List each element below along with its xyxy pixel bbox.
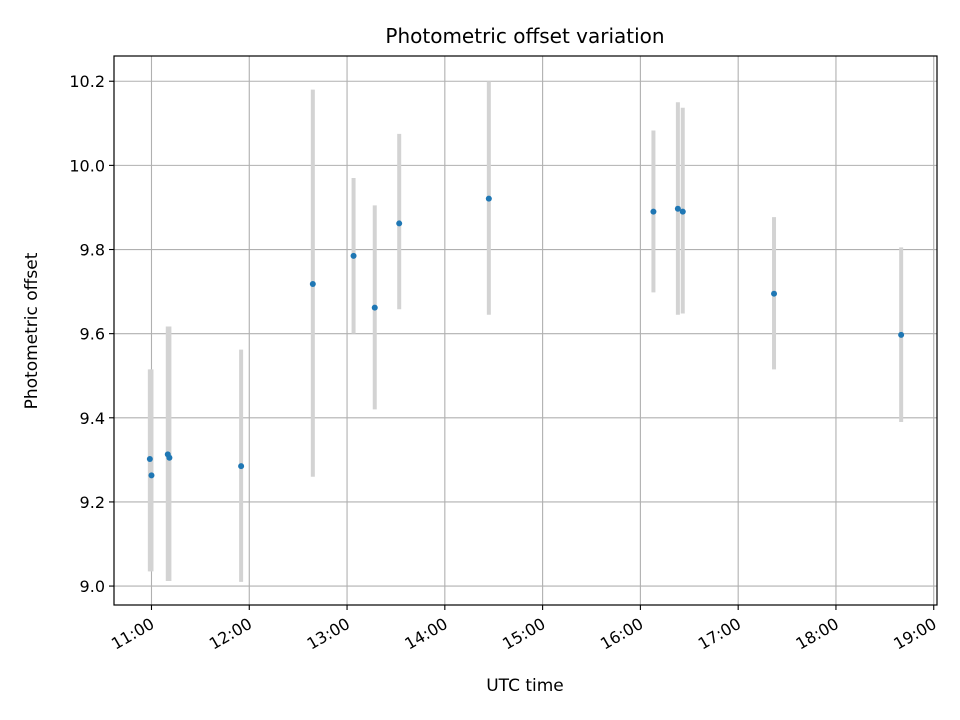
data-point xyxy=(771,290,778,297)
y-tick-label: 9.4 xyxy=(80,409,105,428)
data-point xyxy=(146,456,153,463)
data-point xyxy=(309,281,316,288)
data-point xyxy=(350,252,357,259)
data-point xyxy=(148,472,155,479)
y-tick-label: 9.8 xyxy=(80,241,105,260)
y-tick-label: 10.0 xyxy=(69,156,105,175)
grid xyxy=(114,56,937,605)
y-tick-label: 9.6 xyxy=(80,325,105,344)
data-point xyxy=(679,208,686,215)
y-tick-label: 9.0 xyxy=(80,577,105,596)
data-point xyxy=(396,220,403,227)
data-point xyxy=(238,463,245,470)
data-points xyxy=(146,195,905,479)
data-point xyxy=(166,454,173,461)
y-tick-label: 10.2 xyxy=(69,72,105,91)
data-point xyxy=(898,331,905,338)
data-point xyxy=(371,304,378,311)
chart-title: Photometric offset variation xyxy=(385,24,664,48)
x-axis-label: UTC time xyxy=(486,676,564,696)
data-point xyxy=(650,208,657,215)
y-axis-label: Photometric offset xyxy=(22,252,42,409)
data-point xyxy=(674,205,681,212)
y-tick-label: 9.2 xyxy=(80,493,105,512)
data-point xyxy=(485,195,492,202)
plot-frame xyxy=(113,55,938,606)
